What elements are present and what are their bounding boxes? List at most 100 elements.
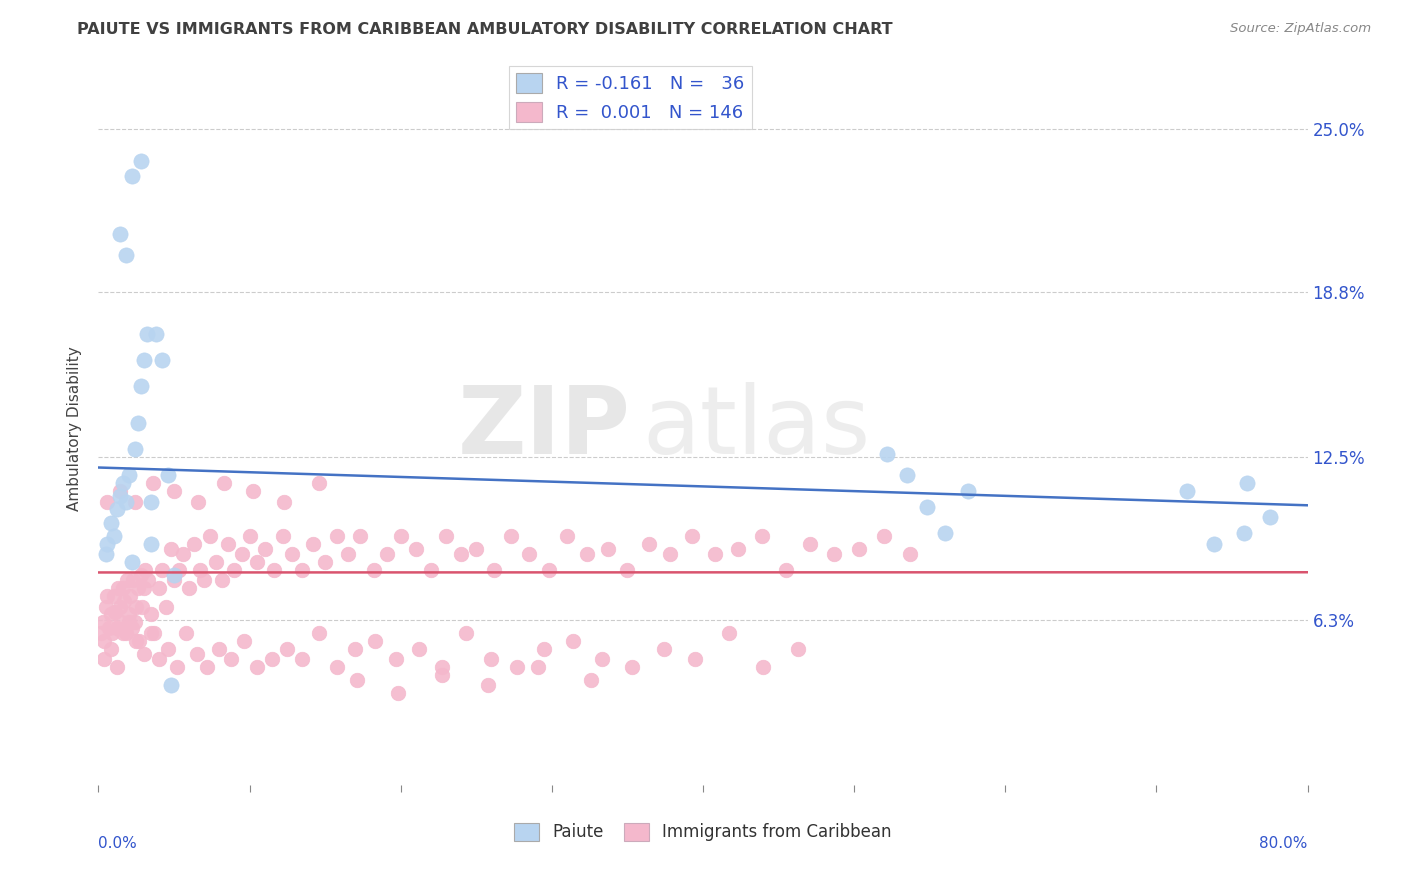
Point — [105, 502, 128, 516]
Point — [156, 468, 179, 483]
Point — [224, 563, 246, 577]
Point — [129, 153, 152, 168]
Point — [103, 589, 125, 603]
Point — [129, 568, 152, 582]
Point — [620, 660, 643, 674]
Point — [195, 660, 218, 674]
Point — [188, 563, 211, 577]
Point — [141, 607, 163, 622]
Point — [217, 536, 239, 550]
Point — [118, 615, 141, 630]
Point — [124, 494, 146, 508]
Point — [96, 536, 118, 550]
Point — [211, 574, 233, 588]
Point — [430, 660, 453, 674]
Point — [291, 563, 314, 577]
Point — [685, 652, 707, 666]
Point — [125, 599, 148, 614]
Point — [336, 547, 359, 561]
Point — [555, 529, 578, 543]
Point — [276, 641, 298, 656]
Point — [101, 625, 124, 640]
Point — [143, 625, 166, 640]
Point — [637, 536, 659, 550]
Point — [956, 484, 979, 499]
Point — [242, 484, 264, 499]
Point — [876, 447, 898, 461]
Point — [114, 625, 136, 640]
Point — [118, 468, 141, 483]
Point — [127, 416, 149, 430]
Point — [477, 678, 499, 692]
Text: 80.0%: 80.0% — [1260, 837, 1308, 851]
Point — [108, 599, 131, 614]
Text: ZIP: ZIP — [457, 382, 630, 475]
Point — [349, 529, 371, 543]
Point — [105, 660, 128, 674]
Point — [454, 625, 477, 640]
Point — [100, 516, 122, 530]
Point — [221, 652, 243, 666]
Point — [824, 547, 846, 561]
Point — [91, 615, 114, 630]
Point — [129, 379, 152, 393]
Point — [93, 633, 115, 648]
Point — [160, 678, 183, 692]
Point — [179, 581, 201, 595]
Point — [121, 621, 143, 635]
Point — [1258, 510, 1281, 524]
Point — [405, 541, 427, 556]
Point — [408, 641, 430, 656]
Point — [132, 647, 155, 661]
Point — [481, 652, 503, 666]
Point — [253, 541, 276, 556]
Point — [579, 673, 602, 687]
Point — [112, 594, 135, 608]
Point — [163, 574, 186, 588]
Point — [96, 589, 118, 603]
Point — [262, 652, 284, 666]
Point — [281, 547, 304, 561]
Point — [121, 169, 143, 184]
Point — [389, 529, 412, 543]
Point — [314, 555, 336, 569]
Point — [562, 633, 585, 648]
Point — [94, 599, 117, 614]
Point — [231, 547, 253, 561]
Point — [118, 607, 141, 622]
Point — [186, 647, 208, 661]
Point — [121, 555, 143, 569]
Point — [167, 563, 190, 577]
Point — [150, 353, 173, 368]
Point — [717, 625, 740, 640]
Point — [141, 494, 163, 508]
Point — [326, 529, 349, 543]
Text: Source: ZipAtlas.com: Source: ZipAtlas.com — [1230, 22, 1371, 36]
Point — [155, 599, 177, 614]
Point — [787, 641, 810, 656]
Point — [145, 326, 167, 341]
Point — [681, 529, 703, 543]
Point — [111, 581, 134, 595]
Legend: Paiute, Immigrants from Caribbean: Paiute, Immigrants from Caribbean — [508, 816, 898, 848]
Point — [344, 641, 367, 656]
Point — [652, 641, 675, 656]
Point — [246, 555, 269, 569]
Point — [450, 547, 472, 561]
Point — [271, 529, 294, 543]
Text: atlas: atlas — [643, 382, 870, 475]
Point — [263, 563, 285, 577]
Point — [108, 489, 131, 503]
Point — [141, 536, 163, 550]
Point — [108, 484, 131, 499]
Point — [1233, 526, 1256, 541]
Point — [934, 526, 956, 541]
Point — [127, 581, 149, 595]
Point — [187, 494, 209, 508]
Point — [163, 568, 186, 582]
Point — [591, 652, 613, 666]
Point — [308, 476, 330, 491]
Point — [94, 547, 117, 561]
Point — [430, 667, 453, 681]
Point — [148, 652, 170, 666]
